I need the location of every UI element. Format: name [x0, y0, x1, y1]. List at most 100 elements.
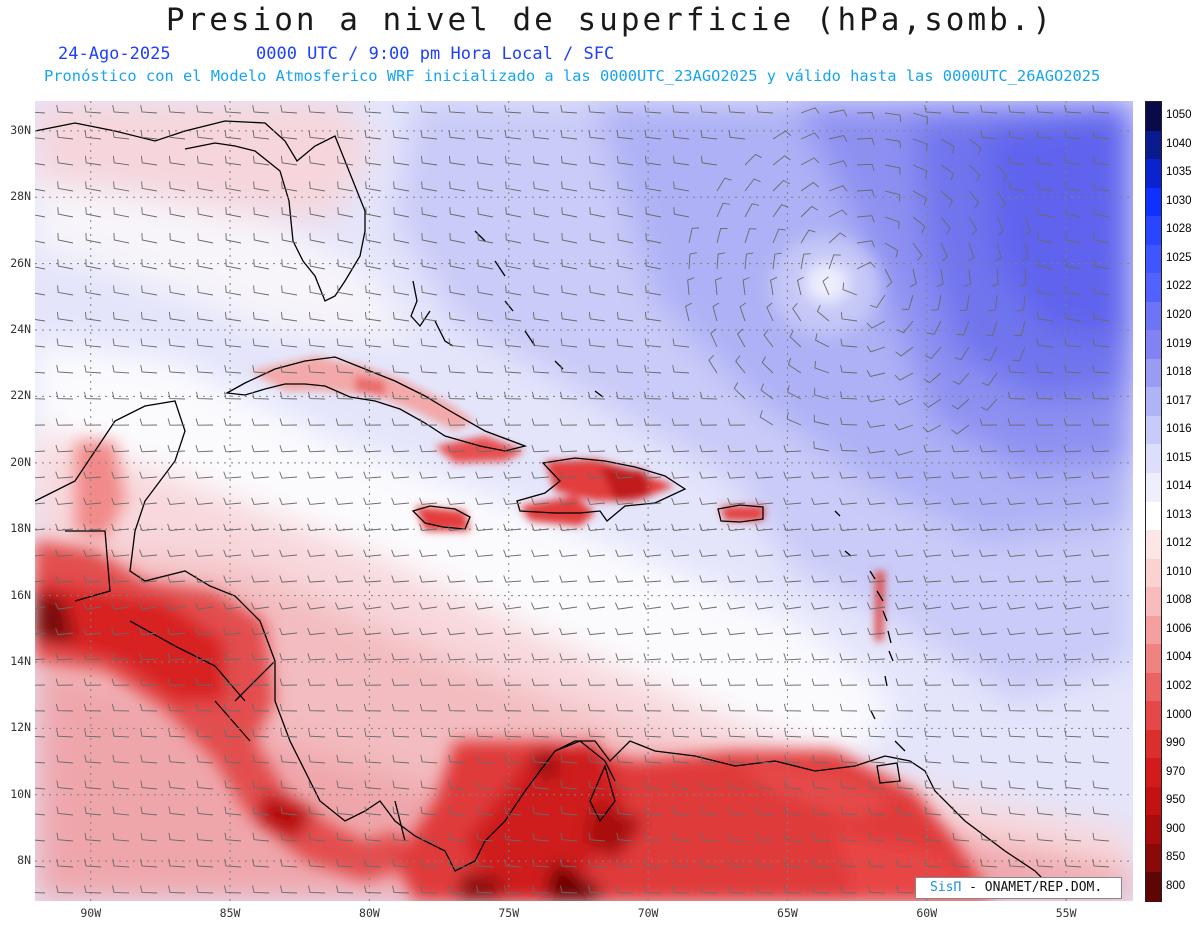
wind-barb	[744, 178, 761, 192]
wind-barb	[671, 653, 690, 661]
wind-barb	[587, 575, 606, 583]
wind-barb	[420, 155, 438, 166]
wind-barb	[940, 190, 953, 208]
wind-barb	[643, 391, 662, 400]
wind-barb	[744, 203, 760, 218]
maracaibo-lake	[589, 764, 616, 823]
wind-barb	[1092, 754, 1110, 764]
wind-barb	[252, 105, 270, 114]
wind-barb	[1008, 859, 1026, 868]
wind-barb	[503, 418, 522, 426]
wind-barb	[812, 885, 830, 894]
wind-barb	[924, 346, 942, 359]
wind-barb	[223, 678, 242, 686]
wind-barb	[895, 497, 914, 505]
wind-barb	[755, 678, 774, 686]
map-title: Presion a nivel de superficie (hPa,somb.…	[165, 2, 1055, 38]
wind-barb	[840, 729, 858, 738]
wind-barb	[644, 155, 662, 166]
wind-barb	[419, 418, 438, 426]
wind-barb	[980, 859, 998, 868]
wind-barb	[1064, 105, 1082, 114]
wind-barb	[856, 261, 876, 270]
wind-barb	[167, 497, 186, 505]
wind-barb	[645, 285, 662, 296]
wind-barb	[420, 754, 438, 764]
wind-barb	[840, 754, 858, 764]
wind-barb	[392, 365, 410, 374]
wind-barb	[363, 471, 382, 479]
wind-barb	[1007, 471, 1026, 479]
wind-barb	[533, 232, 550, 244]
wind-barb	[672, 754, 690, 764]
wind-barb	[589, 181, 606, 192]
wind-barb	[699, 523, 718, 531]
wind-barb	[168, 754, 186, 764]
wind-barb	[141, 285, 158, 296]
forecast-date: 24-Ago-2025	[58, 44, 171, 64]
wind-barb	[251, 549, 270, 557]
wind-barb	[922, 424, 942, 433]
wind-barb	[168, 729, 186, 738]
wind-barb	[727, 444, 746, 453]
wind-barb	[364, 105, 382, 114]
wind-barb	[223, 549, 242, 557]
wind-barb	[252, 729, 270, 738]
wind-barb	[476, 155, 494, 166]
wind-barb	[700, 859, 718, 868]
wind-barb	[224, 130, 242, 140]
wind-barb	[828, 160, 848, 168]
wind-barb	[700, 729, 718, 738]
wind-barb	[615, 391, 634, 400]
wind-barb	[672, 365, 690, 374]
wind-barb	[279, 523, 298, 531]
wind-barb	[308, 754, 326, 764]
wind-barb	[980, 780, 998, 790]
wind-barb	[391, 391, 410, 400]
wind-barb	[140, 754, 158, 764]
wind-barb	[112, 155, 130, 166]
wind-barb	[169, 259, 186, 270]
wind-barb	[728, 754, 746, 764]
wind-barb	[727, 497, 746, 505]
wind-barb	[816, 304, 830, 322]
wind-barb	[783, 703, 802, 712]
wind-barb	[55, 678, 74, 686]
wind-barb	[278, 602, 298, 610]
wind-barb	[710, 328, 718, 348]
wind-barb	[968, 216, 978, 236]
wind-barb	[755, 497, 774, 505]
wind-barb	[252, 754, 270, 764]
wind-barb	[737, 328, 746, 348]
wind-barb	[35, 476, 46, 479]
wind-barb	[840, 832, 858, 842]
wind-barb	[336, 105, 354, 114]
wind-barb	[644, 311, 662, 322]
wind-barb	[560, 105, 578, 114]
wind-barb	[281, 207, 298, 218]
wind-barb	[167, 653, 186, 661]
wind-barb	[761, 356, 774, 374]
wind-barb	[476, 885, 494, 894]
wind-barb	[727, 523, 746, 531]
wind-barb	[744, 153, 762, 166]
wind-barb	[559, 471, 578, 479]
wind-barb	[419, 471, 438, 479]
wind-barb	[169, 181, 186, 192]
wind-barb	[1063, 444, 1082, 453]
wind-barb	[1035, 549, 1054, 557]
model-subtitle: Pronóstico con el Modelo Atmosferico WRF…	[44, 67, 1101, 85]
wind-barb	[912, 138, 928, 152]
wind-barb	[476, 859, 494, 868]
wind-barb	[475, 391, 494, 400]
wind-barb	[139, 444, 158, 453]
wind-barb	[474, 602, 494, 610]
wind-barb	[168, 806, 186, 816]
wind-barb	[897, 320, 914, 334]
wind-barb	[502, 602, 522, 610]
wind-barb	[856, 163, 875, 172]
wind-barb	[1037, 285, 1054, 296]
wind-barb	[644, 365, 662, 374]
wind-barb	[309, 259, 326, 270]
wind-barb	[979, 575, 998, 583]
